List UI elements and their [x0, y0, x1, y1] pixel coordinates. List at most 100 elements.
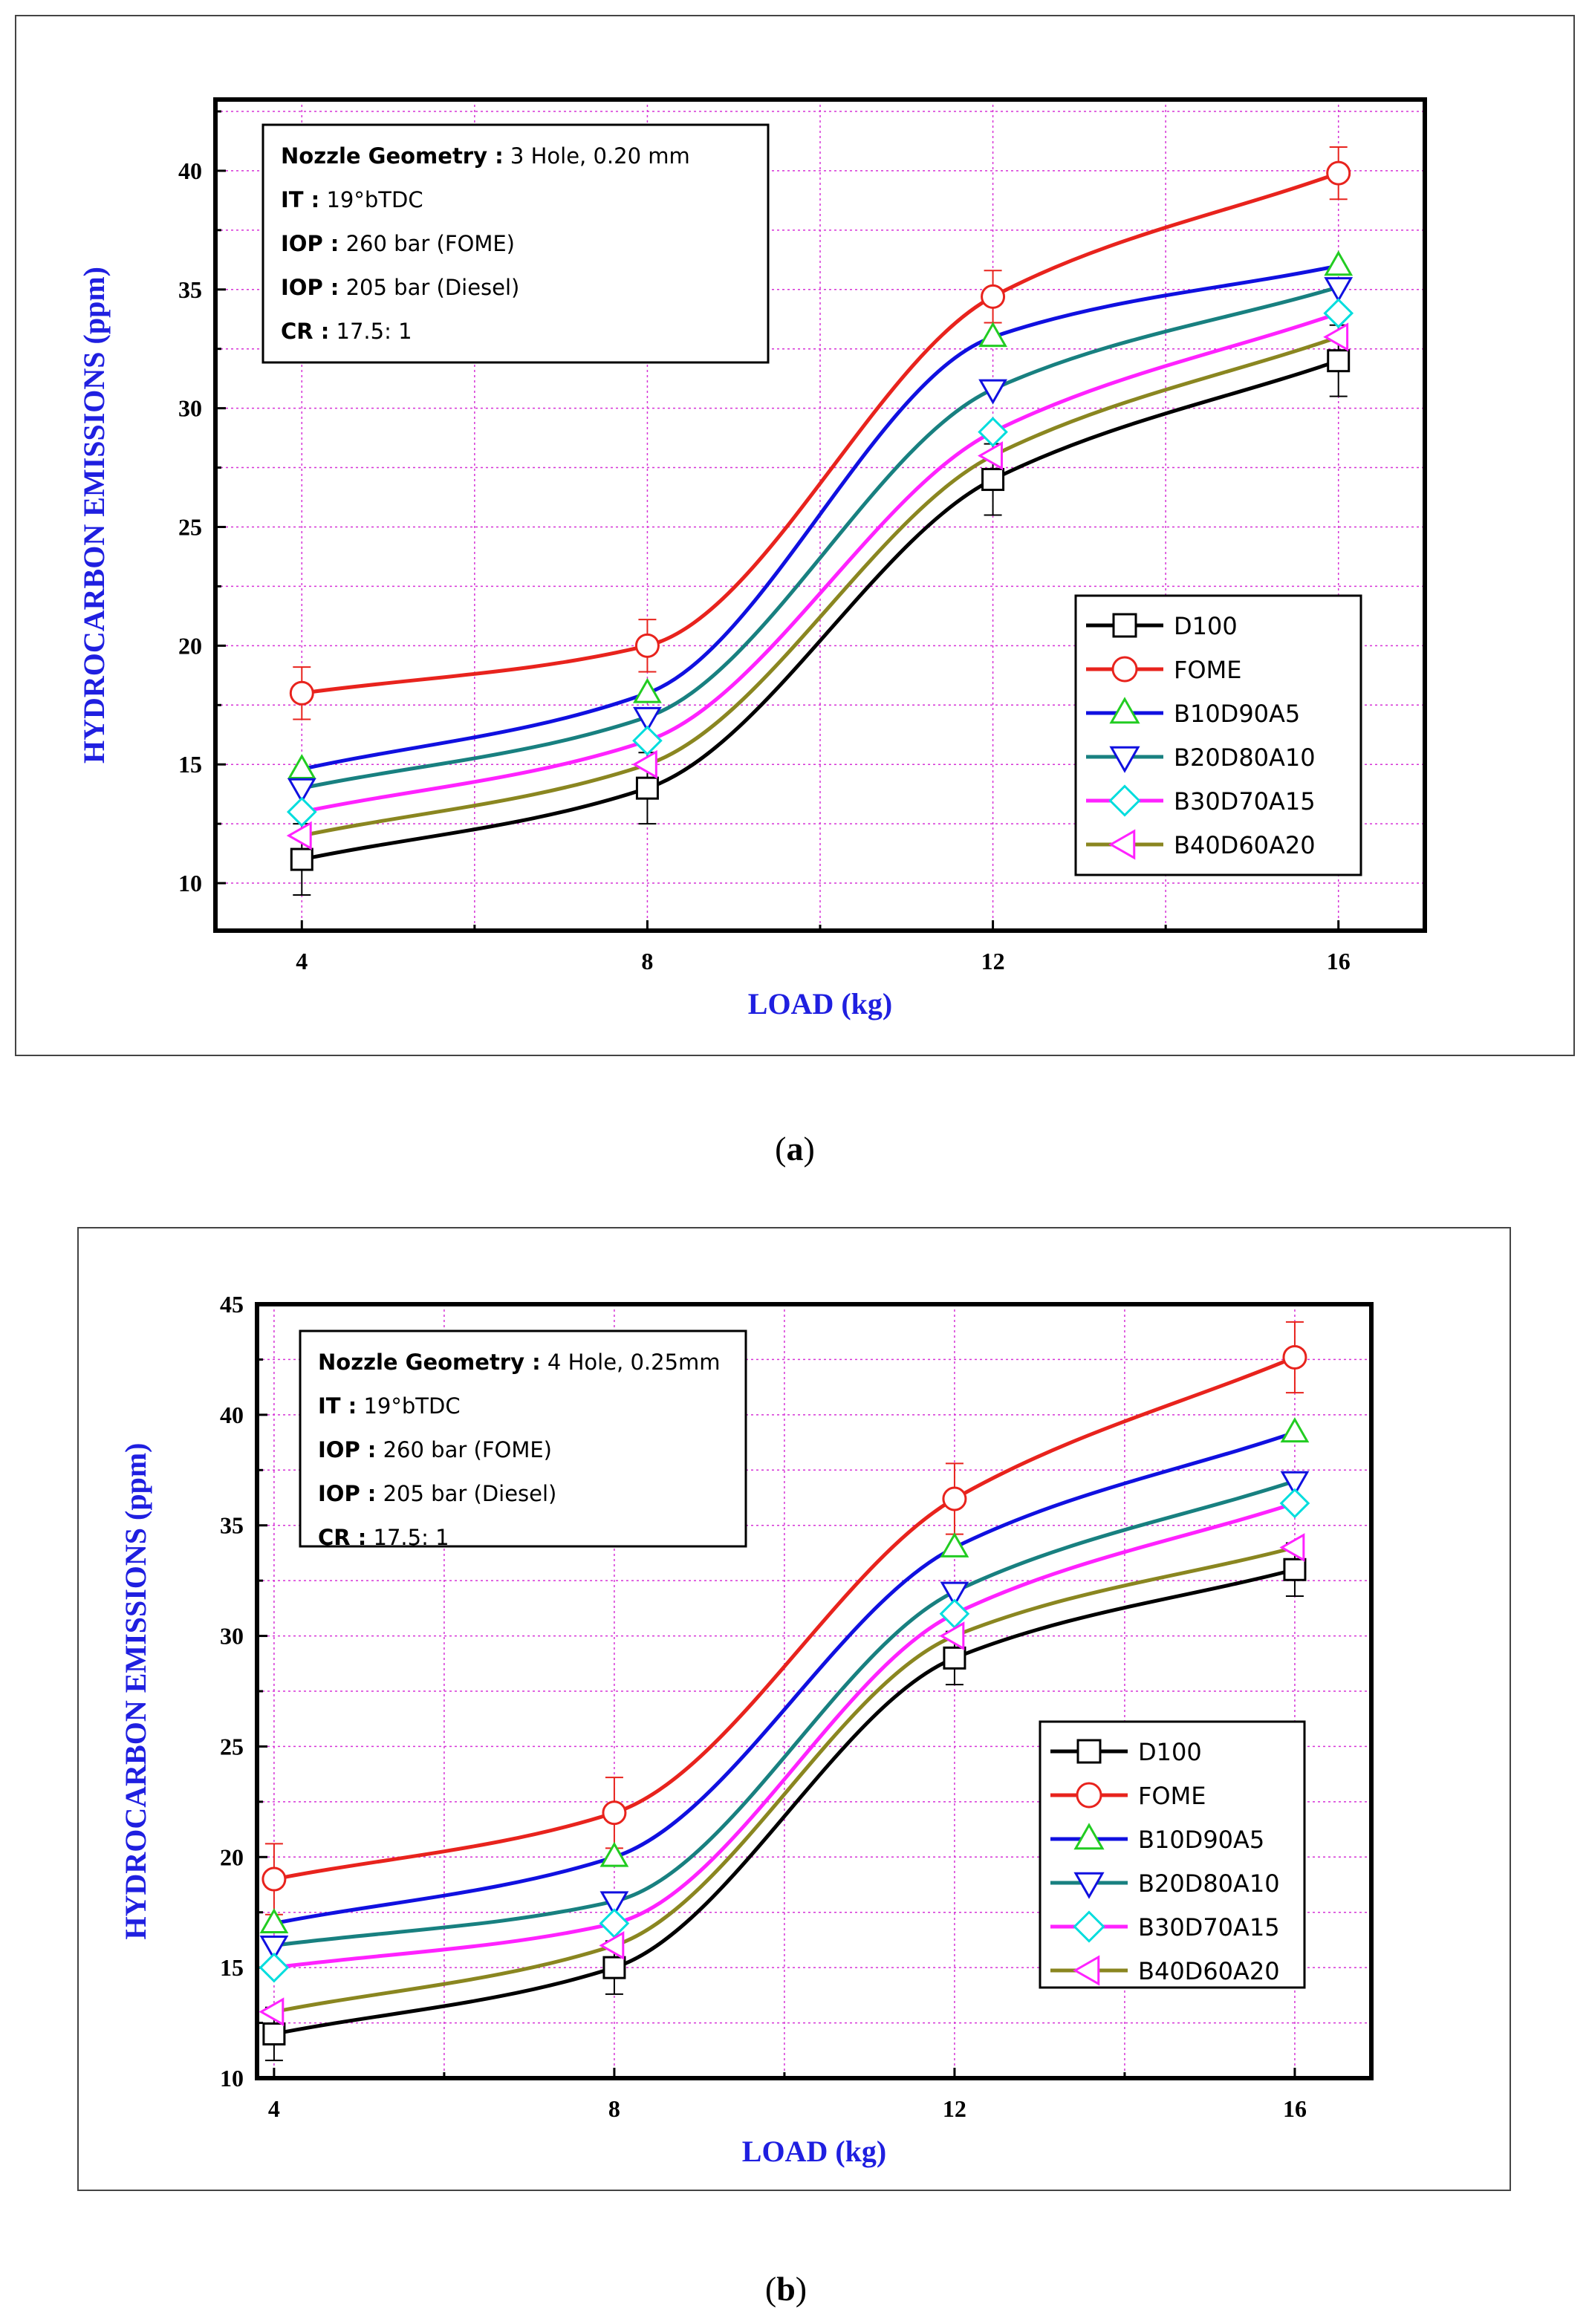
legend-marker-b40d60a20-b [1073, 1955, 1100, 1986]
data-point-b40d60a20-a [631, 749, 657, 779]
legend-item-b20d80a10-b: B20D80A10 [1050, 1869, 1280, 1899]
data-point-fome-b [261, 1866, 287, 1892]
series-line-b30d70a15-a [301, 311, 1339, 814]
y-tick-label-b: 10 [220, 2065, 244, 2092]
x-axis-label-b: LOAD (kg) [742, 2135, 886, 2168]
info-key-b: Nozzle Geometry : [318, 1350, 541, 1375]
info-value-a: 3 Hole, 0.20 mm [504, 143, 690, 169]
data-point-d100-b [1283, 1558, 1307, 1581]
legend-label-b30d70a15-b: B30D70A15 [1138, 1913, 1280, 1941]
info-key-a: IOP : [281, 231, 339, 256]
info-value-b: 205 bar (Diesel) [376, 1481, 556, 1506]
legend-item-b30d70a15-b: B30D70A15 [1050, 1910, 1280, 1943]
legend-label-b20d80a10-a: B20D80A10 [1174, 743, 1316, 772]
series-line-b20d80a10-b [273, 1479, 1296, 1947]
series-line-b10d90a5-a [301, 264, 1339, 772]
data-point-b20d80a10-b [1280, 1471, 1310, 1497]
data-point-b30d70a15-b [259, 1952, 290, 1983]
data-point-b40d60a20-a [286, 821, 312, 850]
info-value-b: 260 bar (FOME) [376, 1437, 552, 1462]
data-point-b20d80a10-a [633, 706, 662, 732]
x-tick-label-a: 12 [981, 948, 1005, 974]
data-point-b10d90a5-b [940, 1532, 969, 1558]
data-point-b40d60a20-b [599, 1930, 625, 1960]
data-point-b10d90a5-b [1280, 1417, 1310, 1443]
info-key-a: IOP : [281, 275, 339, 300]
legend-marker-d100-a [1112, 613, 1137, 638]
info-box-b [299, 1329, 747, 1548]
info-value-a: 260 bar (FOME) [339, 231, 515, 256]
legend-label-b40d60a20-a: B40D60A20 [1174, 831, 1316, 859]
info-row-b: IOP : 205 bar (Diesel) [318, 1481, 556, 1506]
data-point-fome-b [942, 1486, 967, 1511]
y-tick-label-b: 15 [220, 1954, 244, 1981]
info-row-b: CR : 17.5: 1 [318, 1525, 449, 1550]
data-point-d100-a [981, 468, 1005, 492]
info-row-a: IT : 19°bTDC [281, 187, 423, 212]
data-point-fome-a [981, 284, 1006, 309]
y-axis-label-a: HYDROCARBON EMISSIONS (ppm) [77, 267, 111, 764]
info-row-b: Nozzle Geometry : 4 Hole, 0.25mm [318, 1350, 721, 1375]
y-tick-label-b: 30 [220, 1623, 244, 1650]
data-point-b20d80a10-b [259, 1935, 289, 1961]
data-point-b20d80a10-a [978, 379, 1007, 405]
series-b20d80a10-b [259, 1471, 1310, 1961]
series-b10d90a5-a [287, 250, 1354, 779]
legend-item-fome-a: FOME [1086, 656, 1241, 684]
data-point-b10d90a5-b [259, 1908, 289, 1933]
legend-marker-b20d80a10-a [1109, 746, 1140, 773]
y-tick-label-b: 40 [220, 1402, 244, 1428]
legend-marker-b40d60a20-a [1108, 829, 1136, 860]
series-line-b10d90a5-b [273, 1430, 1296, 1926]
x-axis-label-a: LOAD (kg) [748, 987, 892, 1021]
series-b30d70a15-a [286, 298, 1354, 827]
info-value-b: 19°bTDC [357, 1393, 460, 1419]
info-box-a [261, 123, 770, 364]
y-tick-label-b: 25 [220, 1733, 244, 1760]
x-tick-label-a: 4 [296, 948, 308, 974]
info-value-a: 17.5: 1 [329, 319, 412, 344]
legend-item-b10d90a5-b: B10D90A5 [1050, 1823, 1264, 1854]
legend-box-a [1074, 594, 1362, 876]
series-line-b40d60a20-a [301, 335, 1339, 838]
data-point-b10d90a5-a [1324, 250, 1354, 276]
series-line-d100-b [273, 1567, 1296, 2036]
data-point-b20d80a10-a [287, 778, 316, 804]
x-tick-label-a: 8 [641, 948, 653, 974]
legend-item-b40d60a20-b: B40D60A20 [1050, 1955, 1280, 1986]
series-line-fome-b [273, 1355, 1296, 1881]
data-point-fome-b [602, 1800, 627, 1826]
legend-label-d100-a: D100 [1174, 612, 1238, 640]
info-value-a: 205 bar (Diesel) [339, 275, 519, 300]
data-point-b40d60a20-a [1323, 322, 1349, 352]
legend-item-d100-a: D100 [1086, 612, 1238, 640]
legend-label-d100-b: D100 [1138, 1738, 1202, 1766]
series-b40d60a20-a [286, 322, 1349, 850]
info-value-b: 17.5: 1 [366, 1525, 449, 1550]
info-row-a: CR : 17.5: 1 [281, 319, 412, 344]
legend-marker-b30d70a15-a [1108, 784, 1141, 817]
y-tick-label-a: 10 [178, 870, 202, 896]
legend-item-b20d80a10-a: B20D80A10 [1086, 743, 1316, 773]
data-point-d100-a [290, 847, 313, 871]
data-point-d100-b [943, 1646, 966, 1670]
caption-b-letter: b [776, 2270, 796, 2308]
series-fome-a [289, 146, 1351, 720]
data-point-b30d70a15-b [1279, 1488, 1310, 1519]
info-row-b: IOP : 260 bar (FOME) [318, 1437, 552, 1462]
data-point-b10d90a5-a [633, 677, 662, 703]
data-point-b20d80a10-b [599, 1891, 629, 1917]
data-point-b30d70a15-a [978, 417, 1008, 447]
legend-label-b20d80a10-b: B20D80A10 [1138, 1869, 1280, 1898]
y-tick-label-a: 40 [178, 157, 202, 184]
info-key-a: CR : [281, 319, 329, 344]
data-point-fome-b [1282, 1344, 1307, 1370]
y-tick-label-b: 20 [220, 1843, 244, 1870]
data-point-b10d90a5-a [287, 754, 316, 779]
series-b40d60a20-b [259, 1533, 1305, 2027]
info-row-a: Nozzle Geometry : 3 Hole, 0.20 mm [281, 143, 690, 169]
data-point-b40d60a20-b [259, 1997, 285, 2027]
info-key-b: IT : [318, 1393, 357, 1419]
legend-box-b [1039, 1720, 1306, 1989]
